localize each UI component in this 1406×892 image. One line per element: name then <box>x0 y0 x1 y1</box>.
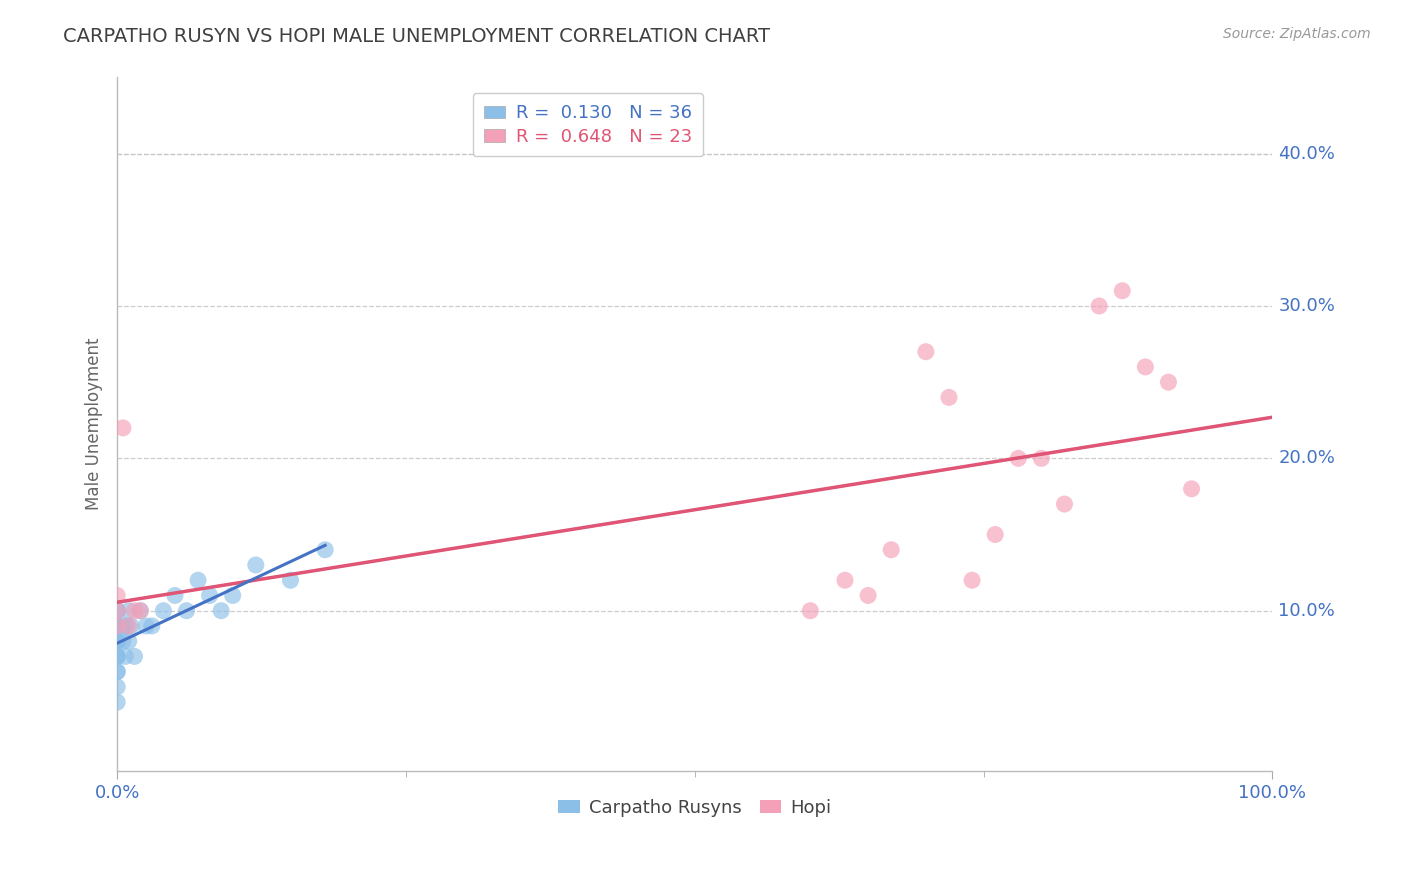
Point <box>880 542 903 557</box>
Point <box>105 680 128 694</box>
Text: 10.0%: 10.0% <box>1278 602 1334 620</box>
Point <box>105 604 128 618</box>
Text: 40.0%: 40.0% <box>1278 145 1336 162</box>
Text: 20.0%: 20.0% <box>1278 450 1336 467</box>
Point <box>105 619 128 633</box>
Point <box>209 604 232 618</box>
Point <box>115 619 138 633</box>
Point <box>1007 451 1029 466</box>
Point <box>105 619 128 633</box>
Point <box>163 589 186 603</box>
Point <box>124 649 146 664</box>
Point <box>129 604 152 618</box>
Point <box>105 649 128 664</box>
Point <box>198 589 221 603</box>
Point <box>105 604 128 618</box>
Point <box>105 589 128 603</box>
Point <box>105 634 128 648</box>
Point <box>129 604 152 618</box>
Point <box>856 589 879 603</box>
Point <box>799 604 821 618</box>
Point <box>118 604 141 618</box>
Point <box>124 604 146 618</box>
Point <box>114 649 136 664</box>
Point <box>105 619 128 633</box>
Point <box>1111 284 1133 298</box>
Point <box>176 604 198 618</box>
Point <box>984 527 1007 541</box>
Point <box>105 634 128 648</box>
Point <box>105 695 128 709</box>
Point <box>111 634 134 648</box>
Point <box>105 619 128 633</box>
Legend: Carpatho Rusyns, Hopi: Carpatho Rusyns, Hopi <box>551 791 839 824</box>
Point <box>141 619 163 633</box>
Point <box>105 649 128 664</box>
Point <box>1135 359 1157 374</box>
Text: Source: ZipAtlas.com: Source: ZipAtlas.com <box>1223 27 1371 41</box>
Point <box>111 421 134 435</box>
Point <box>105 604 128 618</box>
Point <box>105 665 128 679</box>
Point <box>105 665 128 679</box>
Point <box>105 634 128 648</box>
Point <box>187 573 209 587</box>
Point <box>1053 497 1076 511</box>
Point <box>245 558 267 572</box>
Point <box>915 344 938 359</box>
Point <box>135 619 157 633</box>
Point <box>222 589 245 603</box>
Point <box>152 604 174 618</box>
Text: CARPATHO RUSYN VS HOPI MALE UNEMPLOYMENT CORRELATION CHART: CARPATHO RUSYN VS HOPI MALE UNEMPLOYMENT… <box>63 27 770 45</box>
Point <box>1088 299 1111 313</box>
Point <box>314 542 336 557</box>
Point <box>105 649 128 664</box>
Y-axis label: Male Unemployment: Male Unemployment <box>86 338 103 510</box>
Point <box>1157 375 1180 389</box>
Point <box>960 573 983 587</box>
Point <box>120 619 142 633</box>
Point <box>118 634 141 648</box>
Point <box>834 573 856 587</box>
Point <box>280 573 302 587</box>
Point <box>938 391 960 405</box>
Point <box>1180 482 1202 496</box>
Point <box>1031 451 1053 466</box>
Point <box>118 619 141 633</box>
Point <box>111 619 134 633</box>
Text: 30.0%: 30.0% <box>1278 297 1336 315</box>
